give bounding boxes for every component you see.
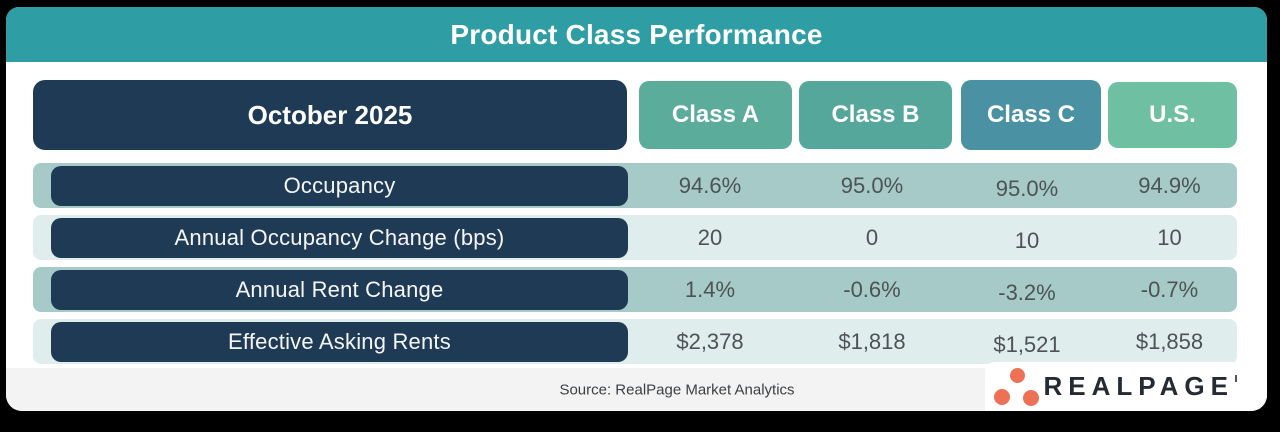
table-row-effective-asking-rents: Effective Asking Rents $2,378 $1,818 $1,… <box>33 319 1237 364</box>
realpage-logo-text: REALPAGE <box>1043 371 1234 401</box>
logo-dot-icon <box>1010 368 1026 383</box>
trademark-mark-icon <box>1235 374 1237 382</box>
value-cell: 95.0% <box>995 175 1059 201</box>
value-cell: $1,858 <box>1135 328 1204 354</box>
value-cell: 10 <box>1157 224 1182 250</box>
value-cell: $1,818 <box>838 328 906 354</box>
logo-dot-icon <box>1023 390 1040 406</box>
performance-card: Product Class Performance October 2025 C… <box>6 7 1267 411</box>
realpage-logo: REALPAGE <box>991 368 1237 406</box>
realpage-logo-mark-icon <box>991 368 1040 406</box>
page-title: Product Class Performance <box>450 18 823 50</box>
value-cell: 94.9% <box>1138 172 1201 198</box>
value-cell: 10 <box>1014 227 1040 253</box>
value-cell: $2,378 <box>676 328 744 354</box>
row-label: Effective Asking Rents <box>51 321 628 362</box>
value-cell: -3.2% <box>998 279 1056 305</box>
value-cell: 94.6% <box>678 172 742 198</box>
table-row-annual-rent-change: Annual Rent Change 1.4% -0.6% -3.2% -0.7… <box>33 267 1237 312</box>
column-header-us: U.S. <box>1108 82 1237 148</box>
row-label: Annual Occupancy Change (bps) <box>51 217 628 258</box>
table-body: Occupancy 94.6% 95.0% 95.0% 94.9% Annual… <box>6 163 1267 371</box>
title-bar: Product Class Performance <box>6 7 1267 62</box>
value-cell: $1,521 <box>993 331 1061 357</box>
source-attribution: Source: RealPage Market Analytics <box>559 381 795 398</box>
column-header-class-c: Class C <box>961 80 1101 150</box>
footer-bar: Source: RealPage Market Analytics REALPA… <box>6 362 1267 411</box>
logo-dot-icon <box>994 389 1011 405</box>
column-header-class-a: Class A <box>639 81 792 149</box>
value-cell: 0 <box>865 224 879 250</box>
row-label: Occupancy <box>51 165 628 206</box>
column-header-class-b: Class B <box>799 81 952 149</box>
value-cell: -0.6% <box>843 276 901 302</box>
value-cell: 1.4% <box>684 276 736 302</box>
table-header-row: October 2025 Class A Class B Class C U.S… <box>6 80 1267 150</box>
row-label: Annual Rent Change <box>51 269 628 310</box>
table-row-annual-occupancy-change: Annual Occupancy Change (bps) 20 0 10 10 <box>33 215 1237 260</box>
value-cell: -0.7% <box>1140 276 1199 302</box>
value-cell: 20 <box>697 224 723 250</box>
period-header: October 2025 <box>33 80 627 150</box>
value-cell: 95.0% <box>840 172 904 198</box>
table-row-occupancy: Occupancy 94.6% 95.0% 95.0% 94.9% <box>33 163 1237 208</box>
